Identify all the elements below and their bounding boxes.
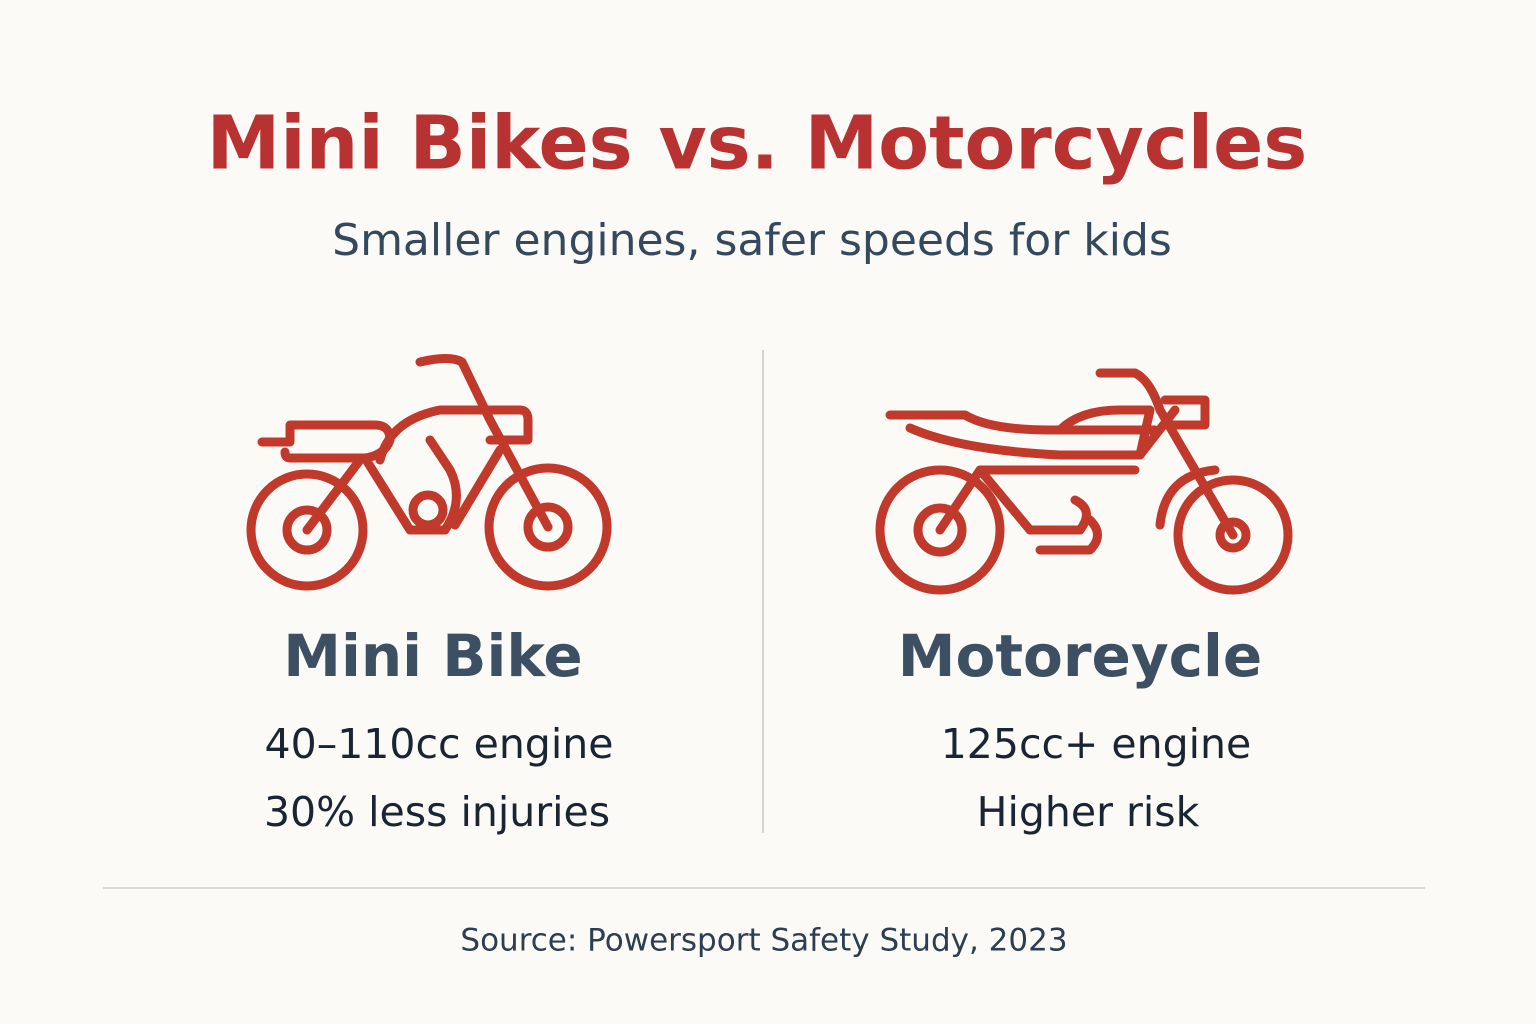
motorcycle-icon: [875, 368, 1293, 595]
subtitle: Smaller engines, safer speeds for kids: [332, 215, 1172, 266]
column-line: 40–110cc engine: [265, 720, 614, 768]
column-name: Motoreycle: [898, 622, 1262, 690]
column-name: Mini Bike: [283, 622, 582, 690]
source: Source: Powersport Safety Study, 2023: [460, 923, 1067, 959]
column-line: 30% less injuries: [264, 788, 610, 836]
mini-bike-icon: [246, 354, 612, 591]
column-line: 125cc+ engine: [941, 720, 1252, 768]
column-line: Higher risk: [977, 788, 1200, 836]
title: Mini Bikes vs. Motorcycles: [207, 101, 1308, 187]
